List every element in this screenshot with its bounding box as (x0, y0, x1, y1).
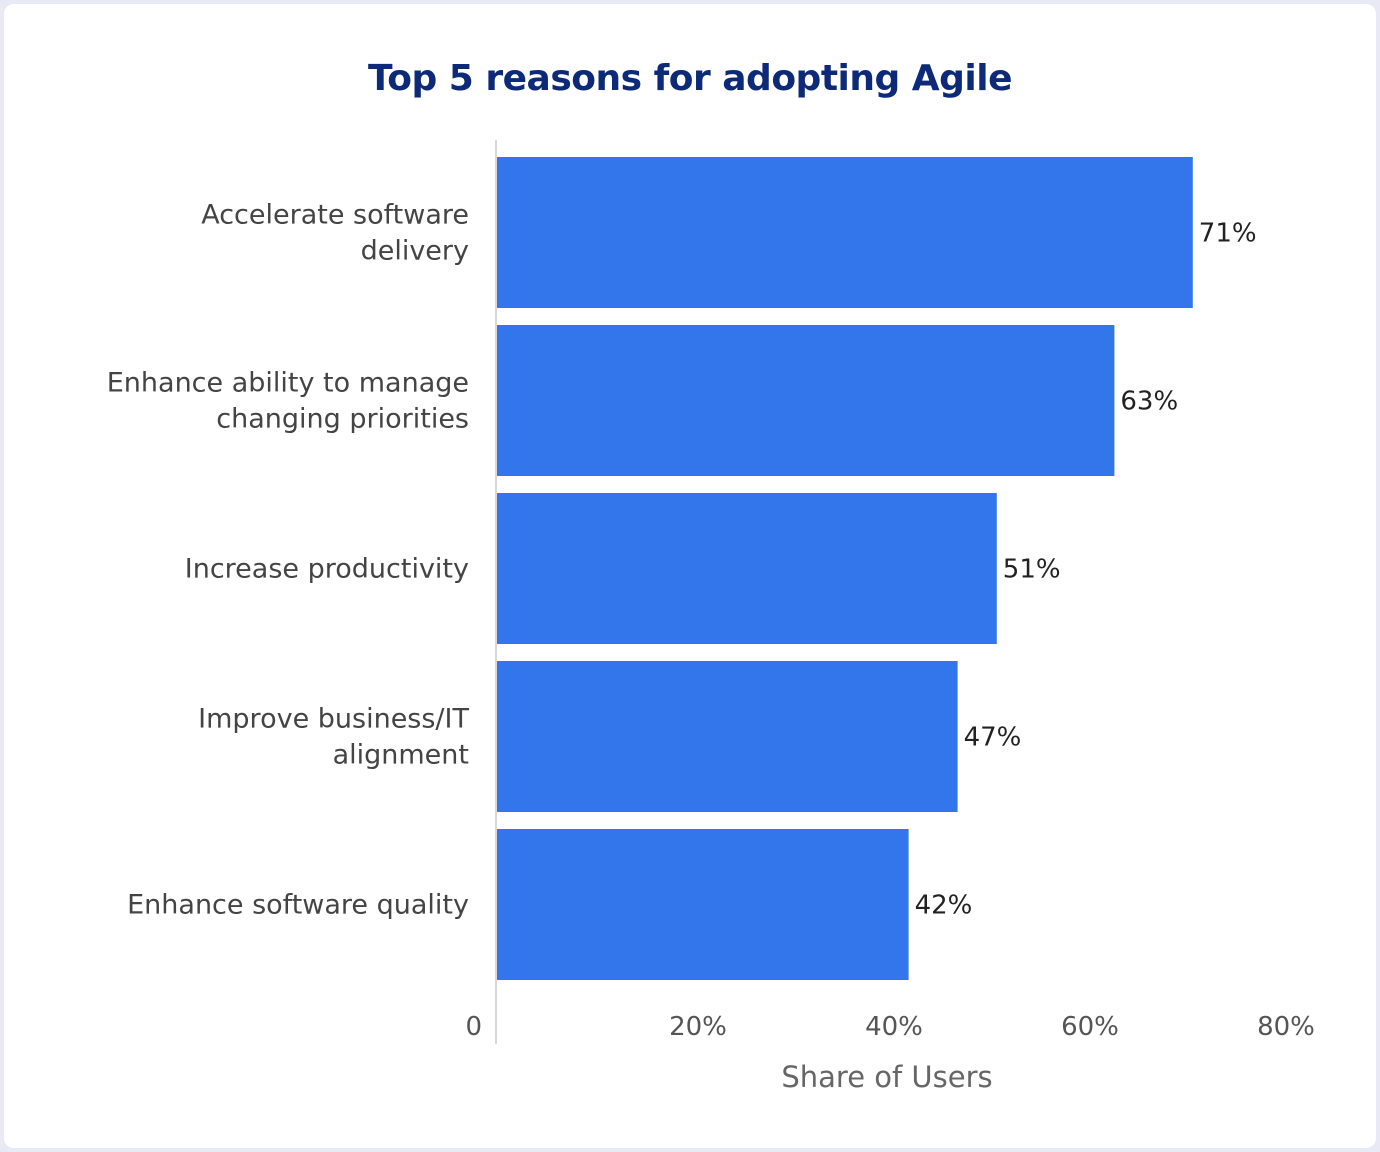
bar (497, 493, 997, 644)
bar (497, 661, 958, 812)
category-label: Enhance software quality (127, 890, 469, 921)
x-tick-label: 60% (1061, 1012, 1119, 1042)
x-axis-title: Share of Users (781, 1060, 992, 1094)
category-label: delivery (361, 236, 469, 267)
bar-value-label: 51% (1003, 555, 1061, 585)
chart-title: Top 5 reasons for adopting Agile (367, 58, 1013, 99)
x-tick-label: 40% (865, 1012, 923, 1042)
bar-value-label: 47% (964, 723, 1022, 753)
x-tick-label: 0 (465, 1012, 482, 1042)
category-label: Increase productivity (185, 554, 469, 585)
x-tick-label: 80% (1257, 1012, 1315, 1042)
bar (497, 325, 1115, 476)
category-label: Improve business/IT (198, 704, 469, 735)
bar-value-label: 42% (915, 891, 973, 921)
bar (497, 157, 1193, 308)
x-tick-label: 20% (669, 1012, 727, 1042)
category-label: changing priorities (216, 404, 469, 435)
bar-value-label: 71% (1199, 219, 1257, 249)
category-label: Enhance ability to manage (107, 368, 469, 399)
bar-value-label: 63% (1120, 387, 1178, 417)
category-label: Accelerate software (201, 200, 469, 231)
bar (497, 829, 909, 980)
category-label: alignment (333, 740, 469, 771)
